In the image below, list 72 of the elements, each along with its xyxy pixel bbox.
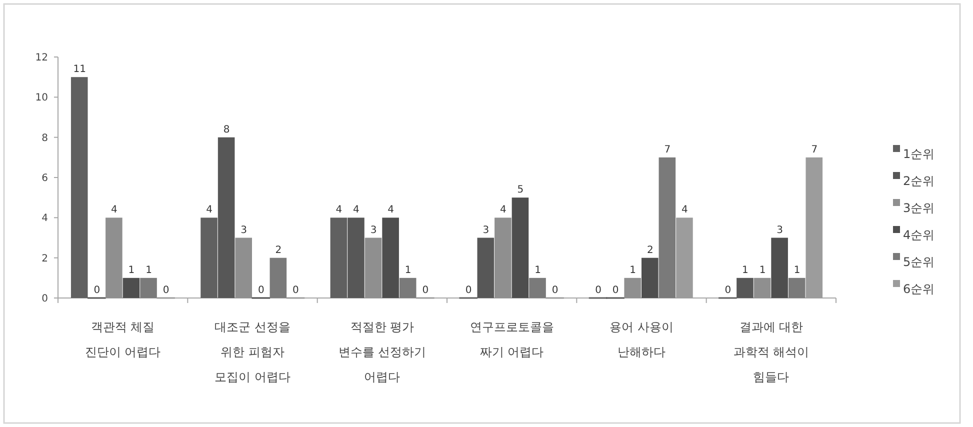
data-label: 5 bbox=[517, 184, 524, 196]
bar bbox=[235, 238, 252, 298]
data-label: 7 bbox=[811, 144, 818, 156]
data-label: 4 bbox=[353, 204, 360, 216]
data-label: 2 bbox=[275, 244, 282, 256]
data-label: 11 bbox=[73, 64, 86, 76]
data-label: 4 bbox=[111, 204, 118, 216]
y-tick-label: 10 bbox=[35, 92, 48, 104]
bar bbox=[771, 238, 788, 298]
data-label: 4 bbox=[388, 204, 394, 216]
bar bbox=[624, 278, 641, 298]
data-label: 1 bbox=[630, 264, 636, 276]
y-tick-label: 2 bbox=[42, 253, 48, 264]
bar bbox=[788, 278, 806, 298]
x-tick-label: 객관적 체질 진단이 어렵다 bbox=[84, 320, 161, 359]
data-label: 0 bbox=[595, 285, 602, 296]
legend-label: 5순위 bbox=[903, 255, 935, 269]
data-label: 1 bbox=[534, 264, 541, 276]
x-tick-label: 용어 사용이 난해하다 bbox=[610, 320, 674, 359]
y-tick-label: 4 bbox=[42, 213, 48, 224]
bar bbox=[399, 278, 416, 298]
bar bbox=[512, 198, 529, 298]
data-label: 4 bbox=[336, 204, 342, 216]
legend-label: 4순위 bbox=[903, 228, 935, 242]
data-label: 3 bbox=[240, 224, 248, 236]
bar bbox=[364, 238, 382, 298]
data-label: 7 bbox=[664, 144, 671, 156]
data-label: 0 bbox=[94, 285, 100, 296]
data-label: 4 bbox=[206, 204, 212, 216]
data-label: 1 bbox=[742, 264, 748, 276]
data-label: 4 bbox=[500, 204, 506, 216]
data-label: 0 bbox=[292, 285, 299, 296]
legend-label: 2순위 bbox=[903, 174, 935, 188]
data-label: 0 bbox=[422, 285, 429, 296]
data-label: 3 bbox=[482, 224, 490, 236]
bar bbox=[754, 278, 771, 298]
data-label: 2 bbox=[646, 244, 654, 256]
legend-label: 1순위 bbox=[903, 147, 935, 161]
y-tick-label: 6 bbox=[42, 173, 48, 184]
legend-label: 6순위 bbox=[903, 282, 935, 296]
data-label: 0 bbox=[724, 285, 732, 296]
y-tick-label: 0 bbox=[42, 294, 48, 304]
x-tick-label: 결과에 대한 과학적 해석이 힘들다 bbox=[733, 320, 810, 384]
data-label: 1 bbox=[759, 264, 766, 276]
data-label: 8 bbox=[223, 124, 230, 136]
data-label: 1 bbox=[128, 264, 135, 276]
data-label: 1 bbox=[794, 264, 800, 276]
data-label: 1 bbox=[146, 264, 152, 276]
bar bbox=[270, 258, 287, 298]
bar bbox=[529, 278, 546, 298]
data-label: 3 bbox=[370, 224, 377, 236]
data-label: 0 bbox=[552, 285, 558, 296]
bar bbox=[122, 278, 140, 298]
data-label: 4 bbox=[682, 204, 688, 216]
bar bbox=[106, 218, 122, 298]
data-label: 3 bbox=[776, 224, 783, 236]
legend-label: 3순위 bbox=[903, 201, 935, 215]
data-label: 0 bbox=[162, 285, 170, 296]
data-label: 0 bbox=[258, 285, 264, 296]
data-label: 0 bbox=[612, 285, 619, 296]
y-tick-label: 8 bbox=[42, 132, 48, 144]
bar bbox=[658, 157, 676, 298]
data-label: 0 bbox=[465, 285, 472, 296]
bar bbox=[140, 278, 157, 298]
x-tick-label: 연구프로토콜을 짜기 어렵다 bbox=[470, 320, 554, 359]
x-tick-label: 적절한 평가 변수를 선정하기 어렵다 bbox=[338, 320, 426, 384]
bar bbox=[494, 218, 512, 298]
bar bbox=[642, 258, 658, 298]
data-label: 1 bbox=[404, 264, 412, 276]
bar bbox=[382, 218, 399, 298]
y-tick-label: 12 bbox=[35, 52, 48, 64]
x-tick-label: 대조군 선정을 위한 피험자 모집이 어렵다 bbox=[214, 320, 290, 384]
